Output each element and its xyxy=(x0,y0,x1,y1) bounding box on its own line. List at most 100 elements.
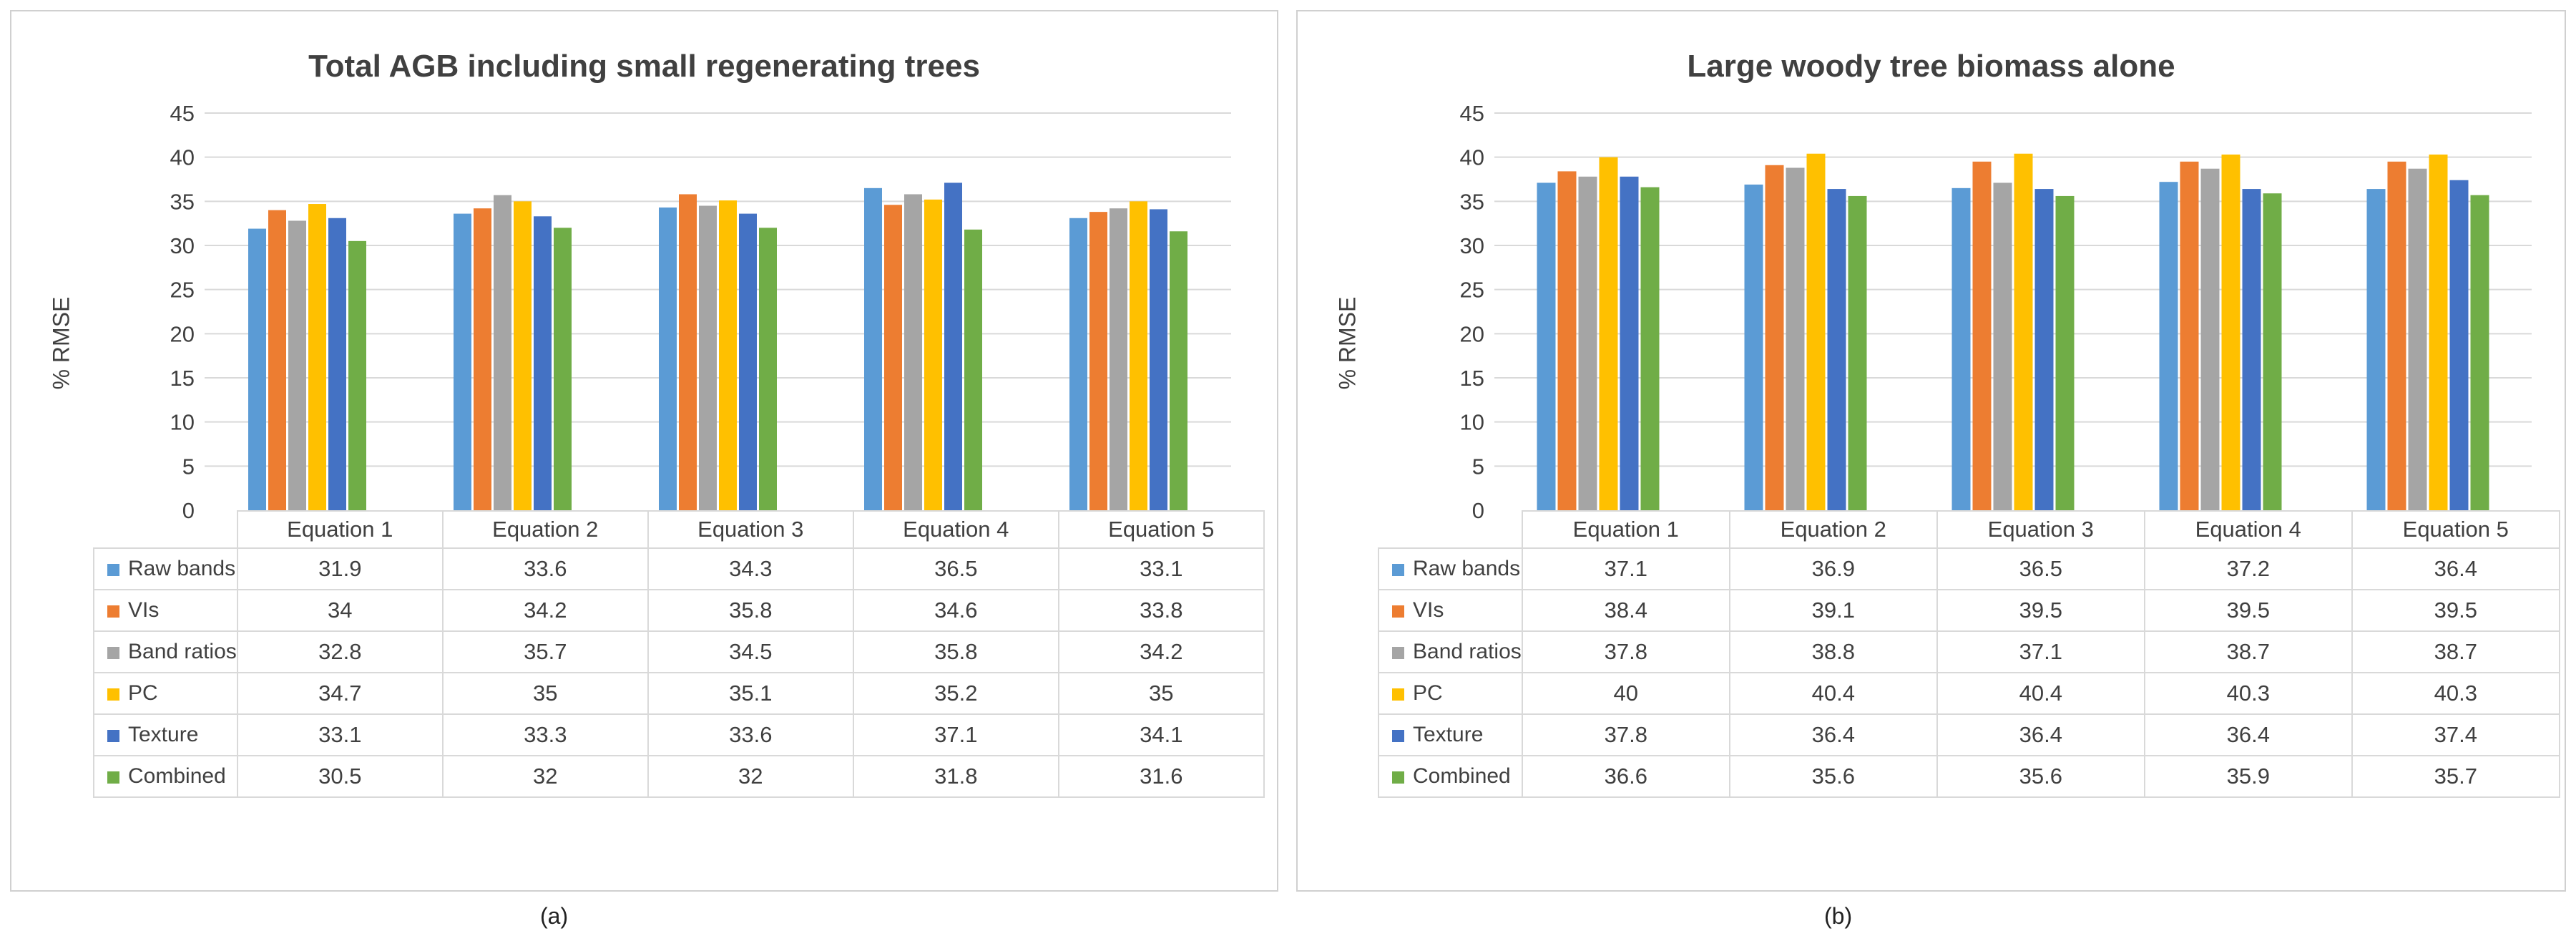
bar xyxy=(1089,212,1107,510)
bar xyxy=(1640,187,1660,510)
legend-swatch xyxy=(107,729,119,742)
data-label: 34.3 xyxy=(647,547,854,590)
data-label: 36.5 xyxy=(852,547,1059,590)
data-label: 40.3 xyxy=(2143,672,2353,715)
data-label: 36.4 xyxy=(2351,547,2560,590)
bar xyxy=(2366,189,2386,510)
legend-label: VIs xyxy=(1413,598,1444,622)
y-tick-label: 15 xyxy=(1460,366,1484,391)
bar xyxy=(759,228,777,510)
data-label: 36.4 xyxy=(2143,713,2353,756)
table-row: PC 34.7 35 35.1 35.2 35 xyxy=(93,672,1265,715)
data-label: 32.8 xyxy=(236,630,444,673)
bar xyxy=(1744,184,1763,510)
y-tick-label: 35 xyxy=(170,189,195,214)
table-corner xyxy=(94,511,237,548)
bar xyxy=(1765,165,1784,510)
data-label: 34.1 xyxy=(1057,713,1265,756)
bar xyxy=(248,228,266,510)
legend-entry: Raw bands xyxy=(1378,547,1523,590)
data-label: 38.7 xyxy=(2143,630,2353,673)
data-label: 36.4 xyxy=(1936,713,2145,756)
legend-swatch xyxy=(1392,771,1404,784)
data-label: 33.3 xyxy=(441,713,649,756)
bar xyxy=(1993,182,2012,510)
data-table: Equation 1 Equation 2 Equation 3 Equation 4… xyxy=(93,510,1265,798)
data-label: 34 xyxy=(236,589,444,632)
legend-entry: Texture xyxy=(1378,713,1523,756)
data-label: 36.9 xyxy=(1728,547,1938,590)
data-label: 34.5 xyxy=(647,630,854,673)
y-tick-label: 10 xyxy=(1460,410,1484,435)
bar xyxy=(1972,161,1992,511)
data-label: 31.6 xyxy=(1057,755,1265,798)
data-label: 30.5 xyxy=(236,755,444,798)
table-row: Texture 33.1 33.3 33.6 37.1 34.1 xyxy=(93,713,1265,756)
bar xyxy=(1150,209,1167,510)
table-row: VIs 34 34.2 35.8 34.6 33.8 xyxy=(93,589,1265,632)
bar xyxy=(2242,189,2261,510)
data-label: 37.1 xyxy=(852,713,1059,756)
legend-swatch xyxy=(1392,605,1404,618)
y-tick-label: 5 xyxy=(182,454,195,479)
data-label: 36.5 xyxy=(1936,547,2145,590)
bar xyxy=(1848,195,1867,510)
data-label: 37.8 xyxy=(1521,630,1730,673)
bar xyxy=(2159,182,2178,510)
bar xyxy=(944,182,962,510)
bar xyxy=(1557,171,1577,510)
y-tick-label: 0 xyxy=(182,498,195,523)
data-label: 39.5 xyxy=(2351,589,2560,632)
bar xyxy=(2429,154,2448,510)
bar-chart-plot: 0 5 10 15 20 25 30 35 40 45 xyxy=(1460,101,2532,523)
data-label: 38.8 xyxy=(1728,630,1938,673)
data-label: 35.6 xyxy=(1936,755,2145,798)
legend-label: PC xyxy=(1413,681,1443,705)
legend-swatch xyxy=(1392,729,1404,742)
y-tick-label: 20 xyxy=(1460,321,1484,346)
data-label: 35.8 xyxy=(852,630,1059,673)
legend-entry: Band ratios xyxy=(1378,630,1523,673)
table-row: Raw bands 37.1 36.9 36.5 37.2 36.4 xyxy=(1378,547,2560,590)
data-label: 39.5 xyxy=(1936,589,2145,632)
bar xyxy=(1069,218,1087,510)
bar xyxy=(699,205,717,510)
data-label: 33.1 xyxy=(1057,547,1265,590)
data-label: 35 xyxy=(441,672,649,715)
data-label: 36.4 xyxy=(1728,713,1938,756)
table-row: Raw bands 31.9 33.6 34.3 36.5 33.1 xyxy=(93,547,1265,590)
data-label: 40.4 xyxy=(1728,672,1938,715)
data-label: 35.9 xyxy=(2143,755,2353,798)
y-tick-label: 30 xyxy=(170,233,195,258)
bar xyxy=(719,200,737,510)
legend-entry: PC xyxy=(1378,672,1523,715)
legend-entry: PC xyxy=(93,672,238,715)
data-label: 38.7 xyxy=(2351,630,2560,673)
bar xyxy=(2034,189,2054,510)
bar xyxy=(288,220,306,510)
table-row: Band ratios 32.8 35.7 34.5 35.8 34.2 xyxy=(93,630,1265,673)
data-label: 39.1 xyxy=(1728,589,1938,632)
data-label: 37.1 xyxy=(1936,630,2145,673)
bar xyxy=(884,205,902,510)
bar xyxy=(739,213,757,510)
x-tick-label: Equation 5 xyxy=(1057,510,1265,549)
bar xyxy=(1827,189,1846,510)
data-label: 35.6 xyxy=(1728,755,1938,798)
data-label: 35.1 xyxy=(647,672,854,715)
legend-entry: VIs xyxy=(93,589,238,632)
table-corner xyxy=(1378,511,1522,548)
legend-swatch xyxy=(107,605,119,618)
legend-swatch xyxy=(107,646,119,659)
legend-label: Texture xyxy=(1413,723,1484,746)
figure-caption-a: (a) xyxy=(540,903,569,929)
legend-entry: Band ratios xyxy=(93,630,238,673)
legend-swatch xyxy=(1392,688,1404,701)
x-tick-label: Equation 4 xyxy=(852,510,1059,549)
legend-label: Raw bands xyxy=(128,557,236,580)
table-row: Combined 36.6 35.6 35.6 35.9 35.7 xyxy=(1378,755,2560,798)
legend-label: Combined xyxy=(1413,764,1511,788)
x-tick-label: Equation 1 xyxy=(236,510,444,549)
bar xyxy=(2014,153,2033,510)
